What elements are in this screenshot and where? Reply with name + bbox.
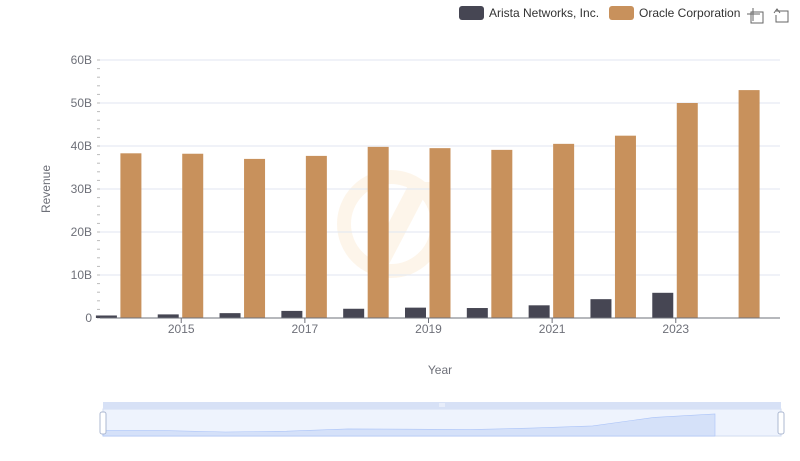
bar-oracle	[738, 90, 760, 318]
bars	[95, 90, 760, 318]
legend-label-arista: Arista Networks, Inc.	[489, 6, 599, 20]
x-tick-label: 2023	[662, 322, 689, 336]
bar-arista	[405, 307, 426, 318]
restore-icon[interactable]	[773, 8, 789, 23]
bar-oracle	[429, 148, 451, 318]
data-zoom-preview-area	[102, 413, 716, 437]
gridlines	[100, 59, 780, 276]
legend-label-oracle: Oracle Corporation	[639, 6, 740, 20]
y-tick-label: 20B	[71, 225, 92, 239]
legend-swatch-oracle	[609, 6, 634, 20]
bar-arista	[343, 308, 365, 318]
bar-oracle	[614, 135, 636, 318]
bar-arista	[157, 314, 179, 318]
y-axis-title: Revenue	[39, 165, 53, 213]
zoom-area-icon[interactable]	[747, 8, 764, 24]
y-tick-label: 10B	[71, 268, 92, 282]
bar-oracle	[491, 149, 513, 318]
bar-oracle	[553, 143, 575, 318]
bar-oracle	[367, 146, 389, 318]
x-tick-label: 2015	[168, 322, 195, 336]
legend-item-oracle[interactable]: Oracle Corporation	[609, 6, 740, 20]
bar-arista	[528, 305, 550, 318]
bar-oracle	[676, 103, 698, 318]
bar-oracle	[305, 155, 327, 318]
watermark-logo	[337, 170, 445, 278]
x-tick-label: 2019	[415, 322, 442, 336]
bar-oracle	[120, 153, 142, 318]
y-tick-label: 50B	[71, 96, 92, 110]
y-tick-label: 0	[85, 311, 92, 325]
x-axis-title: Year	[428, 363, 452, 377]
data-zoom-handle-right[interactable]	[777, 411, 785, 435]
y-axis-labels: 0 10B 20B 30B 40B 50B 60B	[71, 53, 93, 325]
bar-oracle	[182, 153, 204, 318]
y-tick-label: 30B	[71, 182, 92, 196]
x-axis-labels: 2015 2017 2019 2021 2023	[168, 322, 690, 336]
y-tick-label: 40B	[71, 139, 92, 153]
data-zoom-handle-left[interactable]	[99, 411, 107, 435]
bar-arista	[219, 313, 241, 318]
bar-arista	[652, 292, 674, 318]
x-tick-label: 2017	[292, 322, 319, 336]
data-zoom-move-handle-icon[interactable]	[439, 403, 445, 407]
y-tick-label: 60B	[71, 53, 92, 67]
x-tick-label: 2021	[539, 322, 566, 336]
x-axis-ticks	[180, 318, 677, 323]
y-axis-minor-ticks	[97, 59, 100, 319]
bar-arista	[590, 299, 612, 318]
data-zoom-slider[interactable]	[99, 402, 785, 437]
bar-arista	[466, 308, 488, 318]
bar-arista	[281, 310, 303, 318]
legend: Arista Networks, Inc. Oracle Corporation	[459, 6, 740, 20]
legend-item-arista[interactable]: Arista Networks, Inc.	[459, 6, 599, 20]
bar-oracle	[244, 158, 266, 318]
legend-swatch-arista	[459, 6, 484, 20]
data-zoom-selected-range[interactable]	[103, 409, 781, 436]
bar-arista	[95, 315, 117, 318]
